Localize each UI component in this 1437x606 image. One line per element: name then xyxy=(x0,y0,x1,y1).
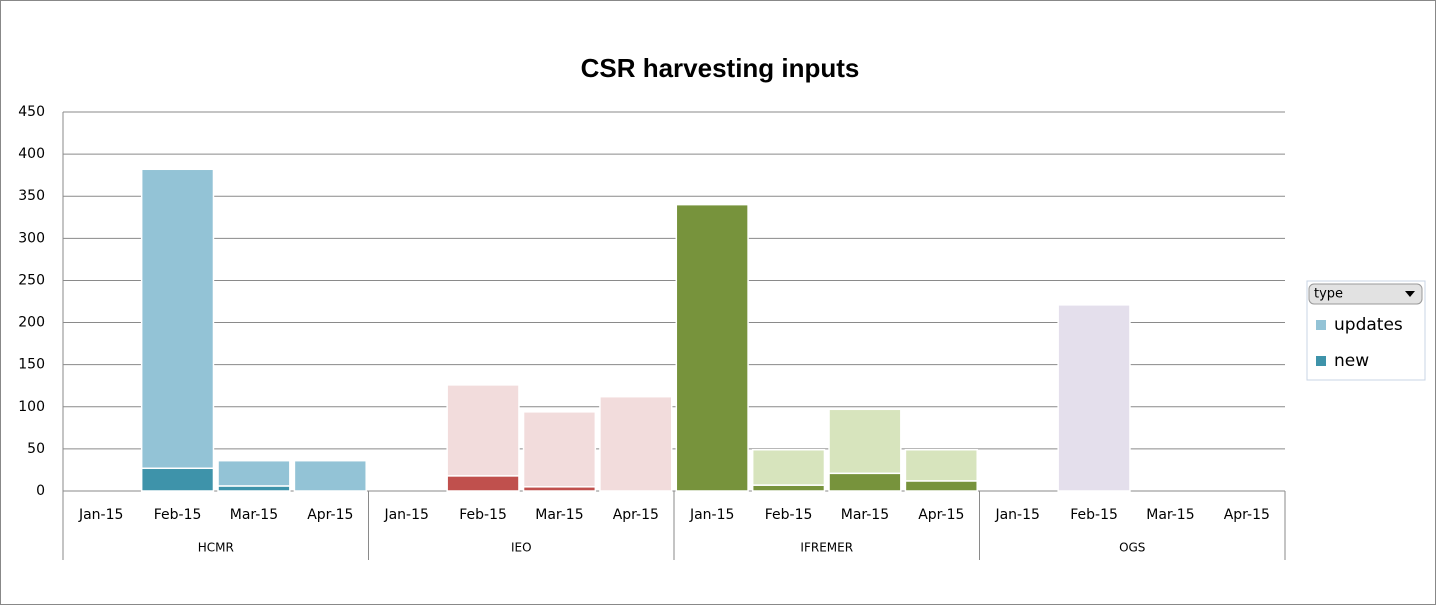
x-tick-label: Jan-15 xyxy=(689,507,734,523)
x-tick-label: Feb-15 xyxy=(154,507,202,523)
bar-segment xyxy=(599,395,673,492)
legend-label: updates xyxy=(1334,315,1403,335)
dropdown-arrow xyxy=(1405,291,1415,297)
x-tick-label: Apr-15 xyxy=(918,507,964,523)
legend: type xyxy=(1306,280,1426,381)
legend-swatch xyxy=(1316,356,1326,366)
bar-segment xyxy=(446,384,520,477)
y-tick-label: 100 xyxy=(18,399,45,415)
bar-segment xyxy=(140,168,215,470)
legend-title: type xyxy=(1314,287,1343,302)
bar-segment xyxy=(293,459,367,492)
group-label: HCMR xyxy=(198,541,234,555)
bar-segment xyxy=(904,448,978,482)
x-tick-label: Feb-15 xyxy=(459,507,507,523)
x-tick-label: Apr-15 xyxy=(613,507,659,523)
y-tick-label: 350 xyxy=(18,188,45,204)
bar-segment xyxy=(217,459,291,487)
x-tick-label: Apr-15 xyxy=(1224,507,1270,523)
x-tick-label: Mar-15 xyxy=(230,507,278,523)
group-label: IFREMER xyxy=(800,541,853,555)
y-tick-label: 300 xyxy=(18,230,45,246)
x-tick-label: Mar-15 xyxy=(535,507,583,523)
y-tick-label: 50 xyxy=(27,441,45,457)
y-tick-label: 0 xyxy=(36,483,45,499)
legend-label: new xyxy=(1334,351,1369,371)
y-tick-label: 250 xyxy=(18,272,45,288)
legend-filter-button[interactable] xyxy=(1308,283,1423,305)
bar-segment xyxy=(522,411,597,488)
chart-title: CSR harvesting inputs xyxy=(581,53,860,83)
x-tick-label: Jan-15 xyxy=(78,507,123,523)
x-tick-label: Jan-15 xyxy=(383,507,428,523)
x-tick-label: Apr-15 xyxy=(307,507,353,523)
legend-swatch xyxy=(1316,320,1326,330)
x-tick-label: Mar-15 xyxy=(841,507,889,523)
y-tick-label: 450 xyxy=(18,104,45,120)
x-tick-label: Mar-15 xyxy=(1146,507,1194,523)
x-tick-label: Feb-15 xyxy=(1070,507,1118,523)
group-label: IEO xyxy=(511,541,532,555)
y-tick-label: 200 xyxy=(18,315,45,331)
bar-segment xyxy=(675,203,749,492)
group-label: OGS xyxy=(1119,541,1145,555)
y-tick-label: 400 xyxy=(18,146,45,162)
y-tick-label: 150 xyxy=(18,357,45,373)
bar-segment xyxy=(751,448,826,486)
bar-segment xyxy=(140,467,215,492)
x-tick-label: Feb-15 xyxy=(765,507,813,523)
x-tick-label: Jan-15 xyxy=(994,507,1039,523)
bar-segment xyxy=(751,484,826,492)
bar-segment xyxy=(828,408,902,475)
bar-segment xyxy=(904,480,978,492)
bar-segment xyxy=(828,472,902,492)
bar-segment xyxy=(1057,304,1131,492)
bar-segment xyxy=(446,475,520,492)
bar-segment xyxy=(217,485,291,492)
